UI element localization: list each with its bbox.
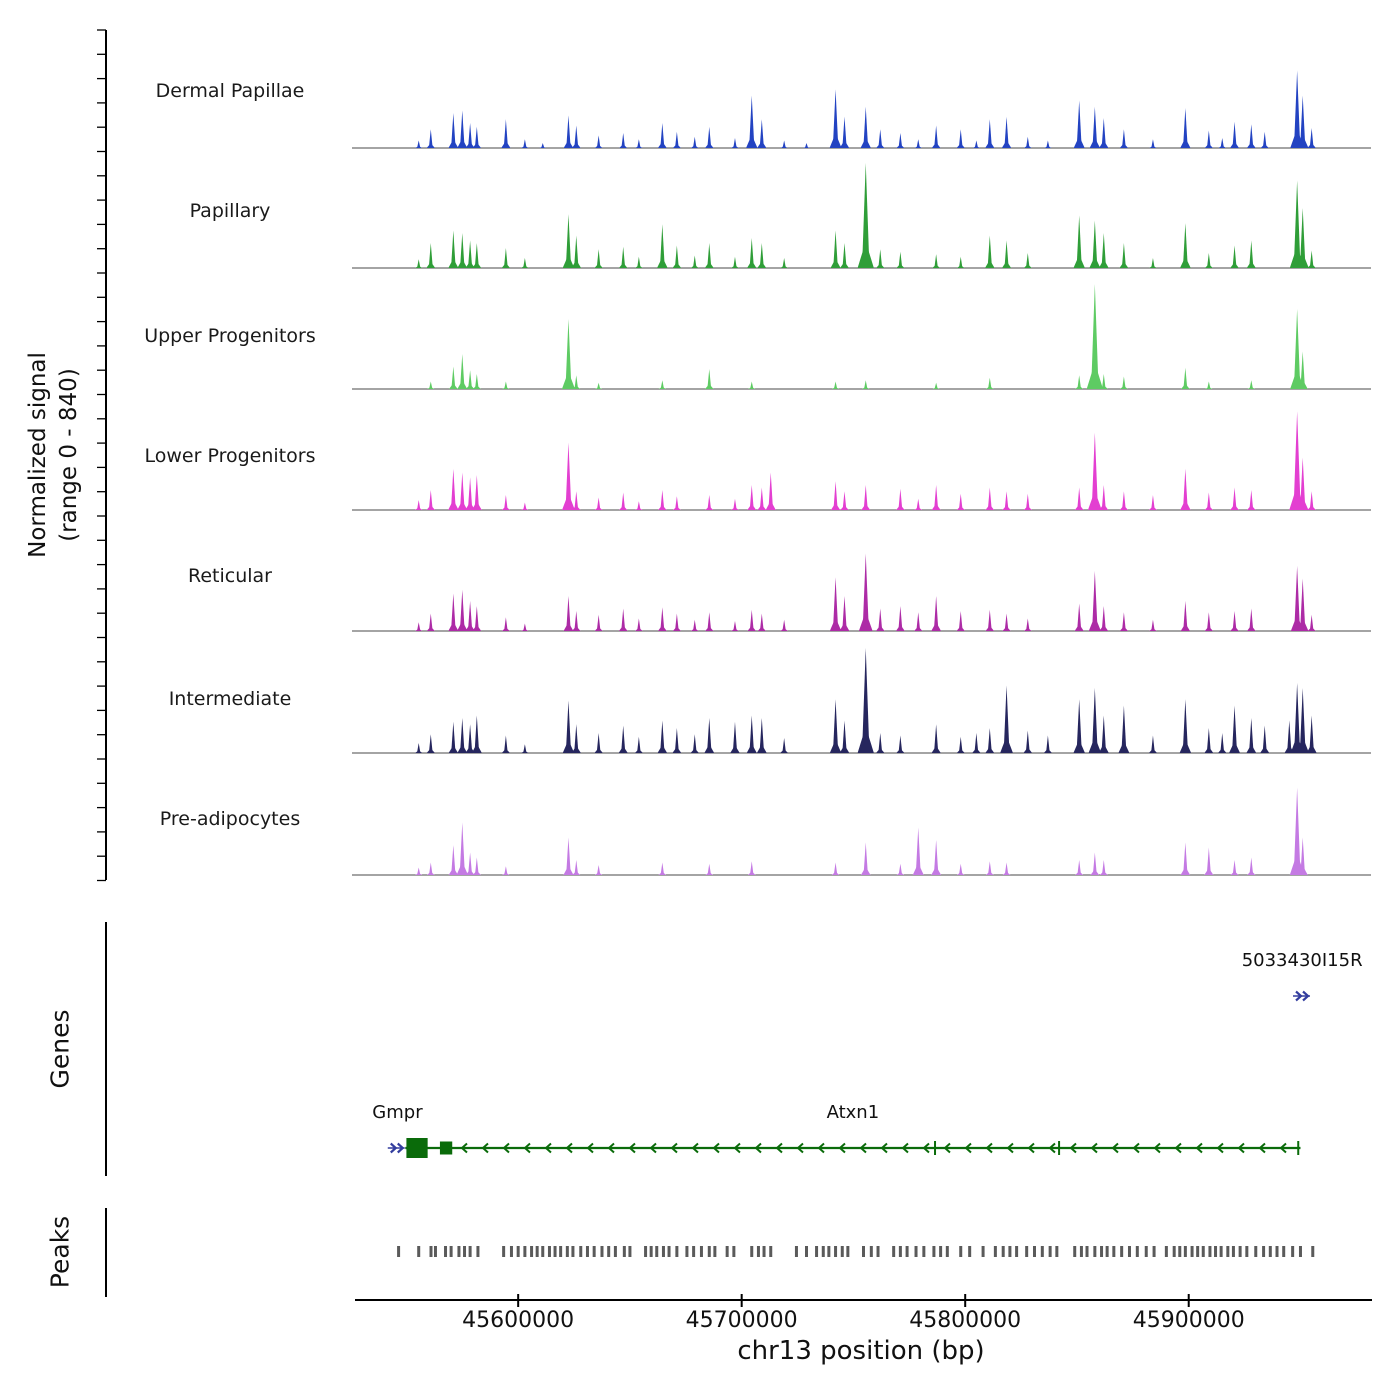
signal-track-pre-adipocytes [352, 787, 1371, 876]
gene-label-atxn1: Atxn1 [826, 1102, 880, 1123]
x-tick-label-45800000: 45800000 [909, 1308, 1022, 1333]
track-label-dermal-papillae: Dermal Papillae [155, 80, 305, 102]
signal-track-dermal-papillae [352, 70, 1371, 149]
track-label-upper-progenitors: Upper Progenitors [144, 325, 316, 347]
x-tick-label-45900000: 45900000 [1132, 1308, 1245, 1333]
genes-section-label: Genes [45, 1009, 75, 1089]
x-tick-label-45600000: 45600000 [462, 1308, 575, 1333]
signal-track-intermediate [352, 648, 1371, 754]
ylabel-line1: Normalized signal [25, 352, 51, 558]
peaks-track-marks [397, 1246, 1315, 1257]
track-label-reticular: Reticular [188, 565, 272, 587]
signal-y-axis-label: Normalized signal (range 0 - 840) [23, 352, 85, 558]
track-label-papillary: Papillary [189, 200, 271, 222]
signal-y-axis [97, 29, 107, 882]
track-label-intermediate: Intermediate [168, 688, 292, 710]
track-label-pre-adipocytes: Pre-adipocytes [159, 808, 301, 830]
signal-track-reticular [352, 553, 1371, 632]
gene-label-5033430I15R: 5033430I15R [1241, 950, 1363, 971]
signal-track-lower-progenitors [352, 411, 1371, 511]
peaks-section-label: Peaks [45, 1215, 75, 1289]
signal-track-papillary [352, 163, 1371, 269]
signal-track-upper-progenitors [352, 284, 1371, 390]
x-axis [355, 1294, 1372, 1307]
ylabel-line2: (range 0 - 840) [56, 368, 82, 542]
x-tick-label-45700000: 45700000 [685, 1308, 798, 1333]
track-label-lower-progenitors: Lower Progenitors [144, 445, 316, 467]
gene-glyphs [387, 990, 1311, 1158]
x-axis-title: chr13 position (bp) [737, 1336, 985, 1366]
gene-label-gmpr: Gmpr [372, 1102, 423, 1123]
